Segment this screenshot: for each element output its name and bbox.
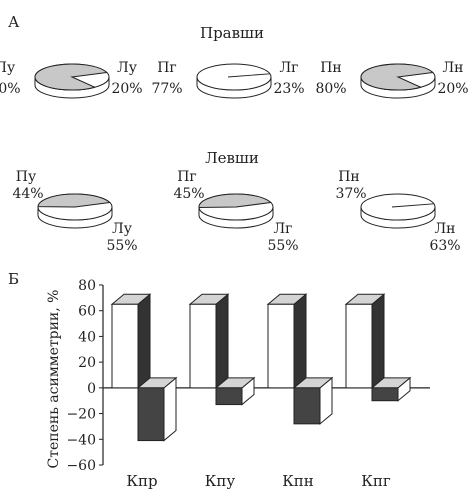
- pie-right-value: 55%: [267, 238, 298, 254]
- pie-slice-shaded: [198, 193, 272, 208]
- pie-left-value: 80%: [0, 81, 21, 97]
- pie-left-value: 77%: [151, 81, 182, 97]
- pie-left-value: 45%: [173, 186, 204, 202]
- y-tick-label: 80: [78, 278, 96, 294]
- pie-left-value: 37%: [335, 186, 366, 202]
- pie-slice-shaded: [37, 193, 111, 208]
- bar-Кпр-1: [136, 376, 178, 442]
- pie-right-value: 20%: [437, 81, 468, 97]
- pie-right-label: Лу: [112, 221, 133, 237]
- y-tick-label: 40: [78, 329, 96, 345]
- pie-left-label: Пг: [177, 169, 197, 185]
- x-tick-label: Кпр: [126, 472, 157, 490]
- bar-Кпу-0: [188, 293, 230, 389]
- pie-right-label: Лг: [273, 221, 292, 237]
- pie-left-value: 44%: [12, 186, 43, 202]
- pie-0-0: Пу 80% Лу 20%: [0, 60, 143, 99]
- pie-right-label: Лн: [434, 221, 455, 237]
- pie-slice-divider: [391, 203, 434, 208]
- y-tick-label: 20: [78, 355, 96, 371]
- pie-right-value: 63%: [429, 238, 460, 254]
- pie-top: [360, 193, 436, 221]
- bar-Кпг-1: [370, 376, 412, 402]
- x-tick-label: Кпн: [282, 472, 314, 490]
- bar-front: [371, 387, 399, 402]
- bar-side: [293, 293, 307, 389]
- bar-front: [111, 303, 139, 389]
- bar-side: [163, 376, 177, 442]
- bar-front: [267, 303, 295, 389]
- bar-side: [215, 293, 229, 389]
- x-tick-label: Кпу: [205, 472, 236, 490]
- bar-front: [215, 387, 243, 406]
- bar-front: [137, 387, 165, 442]
- pie-0-2: Пн 80% Лн 20%: [315, 60, 469, 99]
- pie-right-value: 20%: [111, 81, 142, 97]
- pie-right-value: 55%: [106, 238, 137, 254]
- y-tick-label: −20: [66, 407, 96, 423]
- pie-left-label: Пн: [338, 169, 360, 185]
- bar-front: [189, 303, 217, 389]
- panel-a-label: А: [8, 13, 20, 31]
- pie-0-1: Пг 77% Лг 23%: [151, 60, 305, 99]
- y-tick-label: 0: [87, 381, 96, 397]
- pie-slice-shaded: [34, 63, 108, 91]
- pie-charts: Пу80%Лу20%Пг77%Лг23%Пн80%Лн20%Пу44%Лу55%…: [0, 60, 469, 254]
- bar-front: [293, 387, 321, 425]
- pie-right-label: Лг: [279, 60, 298, 76]
- bar-Кпр-0: [110, 293, 152, 389]
- y-tick-label: −60: [66, 458, 96, 474]
- pie-slice-shaded: [360, 63, 434, 91]
- pie-right-label: Лн: [442, 60, 463, 76]
- y-tick-label: 60: [78, 304, 96, 320]
- group-title-left-handed: Левши: [205, 149, 259, 167]
- pie-right-value: 23%: [273, 81, 304, 97]
- bar-front: [345, 303, 373, 389]
- bar-Кпн-1: [292, 376, 334, 425]
- bar-side: [371, 293, 385, 389]
- bar-Кпн-0: [266, 293, 308, 389]
- bar-Кпу-1: [214, 376, 256, 406]
- group-title-right-handed: Правши: [200, 24, 264, 42]
- panel-b-label: Б: [8, 270, 19, 288]
- y-tick-label: −40: [66, 432, 96, 448]
- pie-slice-divider: [227, 73, 270, 78]
- pie-left-label: Пг: [157, 60, 177, 76]
- bar-Кпг-0: [344, 293, 386, 389]
- y-axis-label: Степень асимметрии, %: [46, 290, 62, 469]
- bar-side: [137, 293, 151, 389]
- pie-left-label: Пн: [320, 60, 342, 76]
- pie-right-label: Лу: [117, 60, 138, 76]
- pie-top: [196, 63, 272, 91]
- pie-left-label: Пу: [0, 60, 16, 76]
- pie-left-label: Пу: [16, 169, 37, 185]
- x-tick-label: Кпг: [361, 472, 391, 490]
- pie-left-value: 80%: [315, 81, 346, 97]
